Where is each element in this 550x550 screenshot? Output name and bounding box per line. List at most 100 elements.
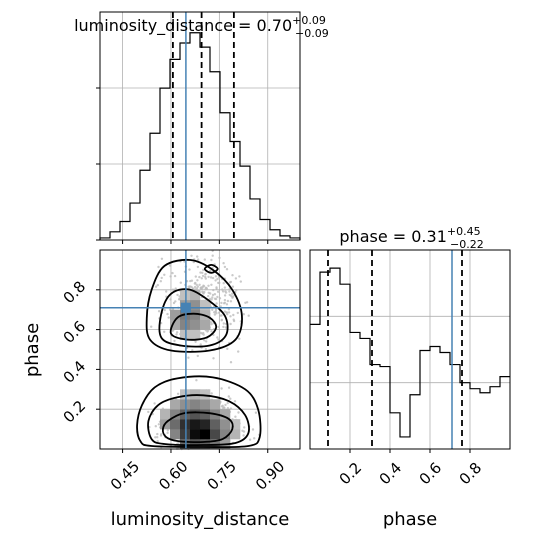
joint-contour-outer-upper xyxy=(145,258,243,353)
joint-sample-point xyxy=(226,347,229,350)
joint-density-cell xyxy=(170,419,181,430)
phase-xtick-label-1: 0.4 xyxy=(376,459,406,489)
joint-sample-point xyxy=(222,282,225,285)
joint-sample-point xyxy=(231,274,234,277)
ld-histogram-step xyxy=(99,32,301,240)
joint-sample-point xyxy=(200,286,203,289)
joint-sample-point xyxy=(199,331,203,335)
phase-histogram-xticks: 0.2 0.4 0.6 0.8 xyxy=(336,449,485,489)
phase-title-lower-error: −0.22 xyxy=(450,238,484,251)
joint-sample-point xyxy=(211,308,214,311)
joint-sample-point xyxy=(209,269,212,272)
joint-sample-point xyxy=(216,290,220,293)
joint-sample-point xyxy=(227,308,231,311)
joint-sample-point xyxy=(163,308,166,312)
joint-sample-point xyxy=(187,285,190,288)
joint-sample-point xyxy=(210,330,213,333)
joint-density-truth xyxy=(100,250,300,449)
phase-xtick-label-2: 0.6 xyxy=(416,459,446,489)
joint-contour-outer-lower xyxy=(136,375,262,449)
joint-sample-point xyxy=(195,379,198,382)
joint-sample-point xyxy=(227,395,230,398)
joint-density-cell xyxy=(200,429,211,440)
joint-sample-point xyxy=(211,293,215,297)
joint-density-yticks: 0.2 0.4 0.6 0.8 xyxy=(60,277,100,426)
y-axis-label-phase: phase xyxy=(22,323,43,377)
joint-density-cell xyxy=(180,399,191,410)
joint-sample-point xyxy=(196,285,200,288)
joint-sample-point xyxy=(220,301,223,305)
joint-density-cell xyxy=(190,399,201,410)
joint-density-cell xyxy=(190,289,201,301)
joint-sample-point xyxy=(163,273,166,276)
joint-sample-point xyxy=(150,325,153,328)
joint-sample-point xyxy=(193,282,197,285)
joint-sample-point xyxy=(154,285,158,288)
joint-sample-point xyxy=(203,339,206,342)
joint-sample-point xyxy=(147,410,150,414)
joint-sample-point xyxy=(206,329,210,332)
joint-density-cell xyxy=(170,409,181,420)
joint-sample-point xyxy=(202,285,206,288)
joint-sample-point xyxy=(229,361,233,364)
joint-sample-point xyxy=(228,290,231,293)
joint-density-cell xyxy=(180,429,191,440)
joint-sample-point xyxy=(203,258,206,261)
joint-contour-inner-lower xyxy=(161,411,234,444)
joint-density-cell xyxy=(200,409,211,420)
joint-sample-point xyxy=(171,271,174,275)
joint-density-cell xyxy=(190,429,201,440)
joint-sample-point xyxy=(204,277,207,280)
phase-ytick-label-3: 0.8 xyxy=(60,277,90,307)
x-axis-label-phase: phase xyxy=(383,509,437,530)
joint-sample-point xyxy=(251,428,255,431)
joint-sample-point xyxy=(239,280,242,283)
joint-sample-point xyxy=(211,296,214,299)
joint-sample-point xyxy=(196,354,199,358)
joint-sample-point xyxy=(220,318,224,321)
joint-density-cell xyxy=(170,319,181,330)
joint-density-cell xyxy=(200,389,211,400)
joint-sample-point xyxy=(253,437,256,440)
joint-density-cell xyxy=(200,319,211,330)
joint-density-cell xyxy=(220,409,231,420)
joint-sample-point xyxy=(227,311,231,314)
joint-sample-point xyxy=(238,337,241,340)
joint-sample-point xyxy=(223,265,227,269)
joint-sample-point xyxy=(231,285,235,288)
joint-sample-point xyxy=(200,277,203,280)
joint-sample-point xyxy=(183,260,186,263)
joint-sample-point xyxy=(212,357,215,360)
joint-sample-point xyxy=(226,299,230,303)
joint-sample-point xyxy=(205,340,208,343)
joint-sample-point xyxy=(157,265,160,269)
joint-sample-point xyxy=(202,268,205,272)
joint-density-xticks: 0.45 0.60 0.75 0.90 xyxy=(107,449,288,494)
phase-title-main: phase = 0.31 xyxy=(339,227,446,246)
joint-contour-mid-upper xyxy=(158,288,229,348)
joint-sample-point xyxy=(207,275,210,279)
joint-sample-point xyxy=(159,280,162,283)
joint-sample-point xyxy=(223,301,227,304)
joint-sample-point xyxy=(175,331,179,334)
joint-sample-point xyxy=(207,294,210,298)
joint-sample-point xyxy=(210,323,213,326)
joint-sample-point xyxy=(217,338,220,341)
joint-sample-point xyxy=(166,312,169,316)
joint-sample-point xyxy=(242,434,245,437)
joint-sample-point xyxy=(166,429,169,432)
phase-ytick-label-1: 0.4 xyxy=(60,357,90,387)
joint-sample-point xyxy=(202,333,205,336)
phase-histogram-panel: 0.2 0.4 0.6 0.8 phase = 0.31+0.45 −0.22 xyxy=(309,225,511,489)
joint-sample-point xyxy=(156,436,159,439)
joint-density-cell xyxy=(220,419,231,430)
joint-sample-point xyxy=(244,301,247,304)
joint-sample-point xyxy=(232,319,236,323)
joint-sample-point xyxy=(160,257,164,260)
joint-sample-point xyxy=(214,275,218,278)
joint-sample-point xyxy=(234,277,238,280)
joint-density-cell xyxy=(210,429,221,440)
joint-sample-point xyxy=(215,312,218,315)
joint-sample-point xyxy=(171,329,174,332)
joint-sample-point xyxy=(210,283,213,286)
